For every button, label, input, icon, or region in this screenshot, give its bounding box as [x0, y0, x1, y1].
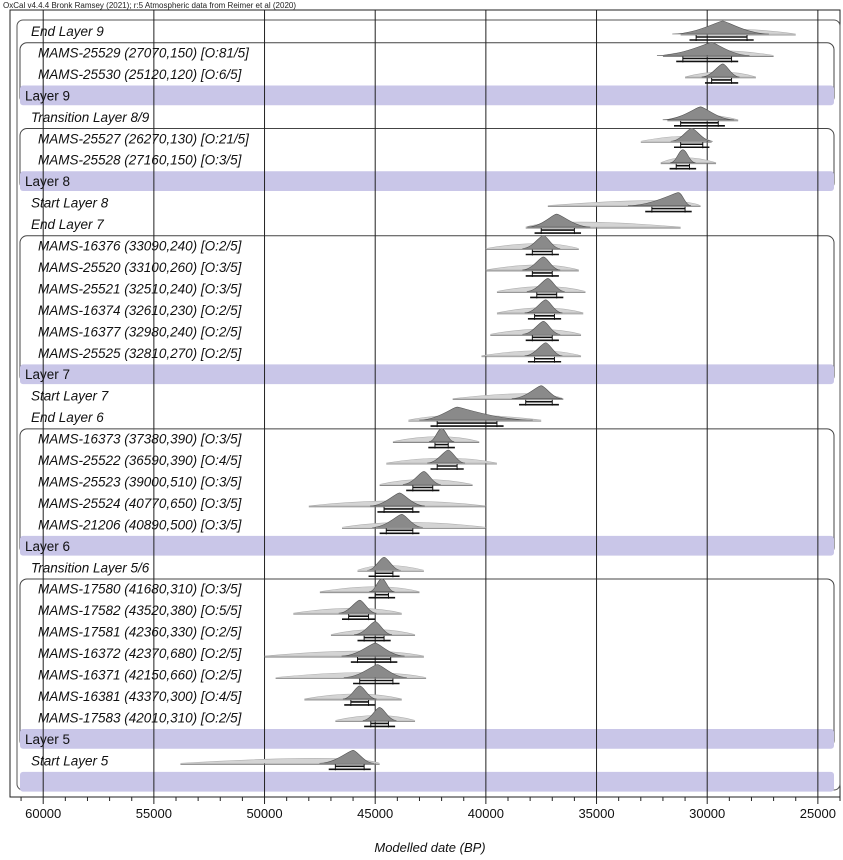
date-label: MAMS-25520 (33100,260) [O:3/5]: [38, 260, 243, 275]
posterior-distribution: [527, 213, 591, 228]
boundary-label: End Layer 6: [31, 410, 104, 425]
date-label: MAMS-25529 (27070,150) [O:81/5]: [38, 45, 250, 60]
phase-band: [20, 535, 834, 556]
date-label: MAMS-16376 (33090,240) [O:2/5]: [38, 239, 243, 254]
phase-group-box: [19, 428, 835, 556]
x-tick-label: 60000: [25, 806, 61, 821]
posterior-distribution: [522, 235, 561, 249]
date-label: MAMS-25525 (32810,270) [O:2/5]: [38, 346, 243, 361]
x-tick-label: 40000: [468, 806, 504, 821]
date-label: MAMS-25527 (26270,130) [O:21/5]: [38, 131, 250, 146]
posterior-distribution: [370, 492, 425, 507]
date-label: MAMS-16372 (42370,680) [O:2/5]: [38, 646, 243, 661]
boundary-label: End Layer 9: [31, 24, 104, 39]
date-label: MAMS-25521 (32510,240) [O:3/5]: [38, 281, 243, 296]
posterior-distribution: [343, 664, 407, 678]
x-axis: 60000 55000 50000 45000 40000 35000 30000 25000: [10, 796, 841, 821]
posterior-distribution: [319, 749, 375, 764]
boundary-label: Transition Layer 8/9: [31, 110, 150, 125]
posterior-distribution: [354, 621, 393, 635]
phase-band: [20, 728, 834, 749]
posterior-distribution: [342, 685, 377, 700]
date-label: MAMS-25524 (40770,650) [O:3/5]: [38, 496, 243, 511]
phase-bands: [20, 85, 834, 792]
posterior-distribution: [524, 299, 563, 314]
posterior-distribution: [670, 127, 713, 142]
x-tick-label: 50000: [246, 806, 282, 821]
phase-label: Layer 5: [25, 732, 70, 747]
row-labels: Layer 9 Layer 8 Layer 7 Layer 6 Layer 5 End L…: [25, 24, 250, 768]
posterior-distribution: [428, 428, 455, 442]
date-label: MAMS-25523 (39000,510) [O:3/5]: [38, 474, 243, 489]
posterior-distribution: [427, 449, 466, 464]
date-label: MAMS-16381 (43370,300) [O:4/5]: [38, 689, 243, 704]
date-label: MAMS-25528 (27160,150) [O:3/5]: [38, 153, 243, 168]
posterior-distribution: [627, 192, 692, 206]
posterior-distribution: [372, 514, 423, 528]
boundary-label: Transition Layer 5/6: [31, 560, 150, 575]
posterior-distribution: [341, 642, 405, 657]
posterior-distribution: [362, 707, 397, 721]
date-label: MAMS-17583 (42010,310) [O:2/5]: [38, 710, 243, 725]
date-label: MAMS-16374 (32610,230) [O:2/5]: [38, 303, 243, 318]
x-tick-label: 55000: [136, 806, 172, 821]
prior-distribution: [319, 586, 420, 592]
posterior-distribution: [367, 556, 401, 571]
posterior-distribution: [662, 106, 735, 121]
phase-band: [20, 771, 834, 792]
date-label: MAMS-17581 (42360,330) [O:2/5]: [38, 625, 243, 640]
phase-label: Layer 6: [25, 539, 70, 554]
posterior-distribution: [524, 342, 563, 357]
date-label: MAMS-17582 (43520,380) [O:5/5]: [38, 603, 243, 618]
date-label: MAMS-25522 (36590,390) [O:4/5]: [38, 453, 243, 468]
gridlines: [42, 10, 819, 797]
posterior-distribution: [670, 149, 696, 163]
phase-label: Layer 7: [25, 367, 70, 382]
boundary-label: Start Layer 7: [31, 389, 109, 404]
boundary-label: End Layer 7: [31, 217, 104, 232]
phase-label: Layer 8: [25, 174, 70, 189]
software-credit-note: OxCal v4.4.4 Bronk Ramsey (2021); r:5 At…: [3, 1, 297, 10]
posterior-distribution: [672, 20, 769, 35]
boundary-label: Start Layer 5: [31, 753, 109, 768]
phase-band: [20, 171, 834, 192]
posterior-distribution: [369, 578, 395, 592]
date-label: MAMS-16371 (42150,660) [O:2/5]: [38, 668, 243, 683]
x-tick-label: 45000: [357, 806, 393, 821]
x-tick-label: 30000: [689, 806, 725, 821]
x-tick-label: 35000: [578, 806, 614, 821]
phase-label: Layer 9: [25, 88, 70, 103]
boundary-label: Start Layer 8: [31, 196, 109, 211]
x-tick-label: 25000: [800, 806, 836, 821]
posterior-distribution: [511, 385, 563, 399]
date-label: MAMS-17580 (41680,310) [O:3/5]: [38, 582, 243, 597]
posterior-distribution: [402, 471, 441, 485]
posterior-distribution: [656, 42, 750, 56]
posterior-distribution: [522, 320, 561, 335]
phase-band: [20, 364, 834, 385]
posterior-distribution: [526, 278, 565, 292]
posterior-distribution: [701, 63, 740, 78]
phase-band: [20, 85, 834, 106]
posterior-distribution: [338, 599, 377, 614]
distributions: [180, 20, 796, 771]
date-label: MAMS-16377 (32980,240) [O:2/5]: [38, 324, 243, 339]
posterior-distribution: [522, 256, 561, 271]
date-label: MAMS-25530 (25120,120) [O:6/5]: [38, 67, 243, 82]
x-axis-title: Modelled date (BP): [374, 840, 485, 855]
posterior-distribution: [419, 406, 533, 421]
date-label: MAMS-16373 (37380,390) [O:3/5]: [38, 432, 243, 447]
date-label: MAMS-21206 (40890,500) [O:3/5]: [38, 517, 243, 532]
